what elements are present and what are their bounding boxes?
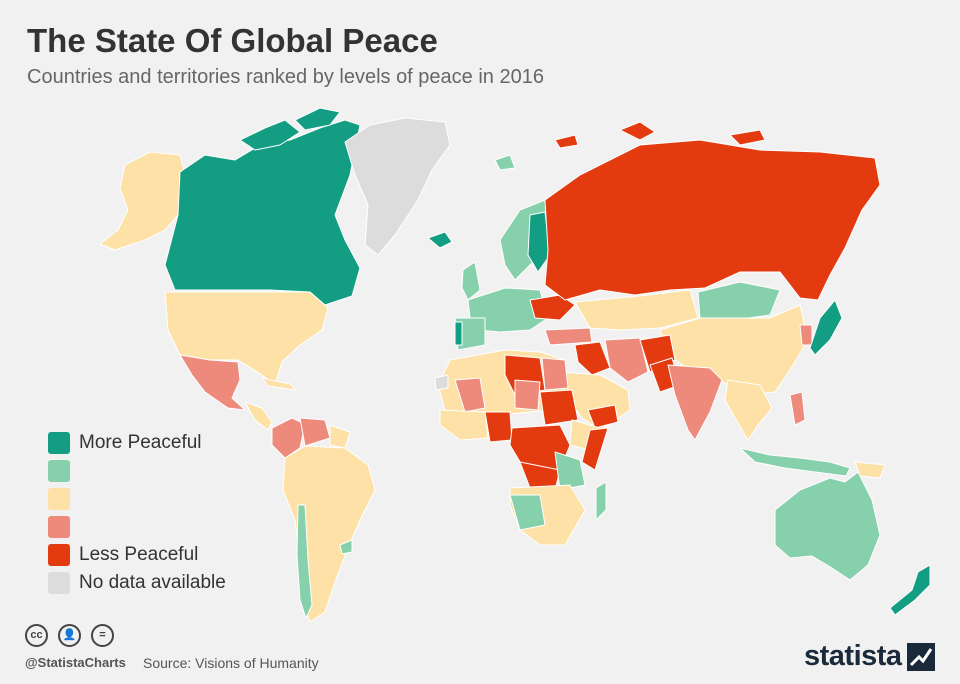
- region-iceland: [427, 231, 453, 249]
- legend-swatch-less: [48, 516, 70, 538]
- region-svalbard: [494, 154, 516, 171]
- region-png: [854, 461, 886, 479]
- region-canada-islands: [239, 107, 341, 151]
- region-uruguay: [339, 539, 353, 555]
- chart-subtitle: Countries and territories ranked by leve…: [27, 66, 544, 88]
- region-japan: [809, 299, 843, 356]
- legend-swatch-medium: [48, 488, 70, 510]
- region-philippines: [789, 391, 806, 426]
- region-ukraine: [529, 294, 576, 321]
- region-russia: [544, 139, 881, 301]
- region-syria-iraq: [574, 341, 611, 376]
- cc-icon[interactable]: cc: [25, 624, 48, 647]
- region-colombia: [271, 417, 306, 459]
- region-western-sahara: [434, 374, 449, 391]
- legend-label-more-peaceful: More Peaceful: [79, 432, 202, 453]
- legend-item-less: [48, 516, 308, 538]
- twitter-credit[interactable]: @StatistaCharts: [25, 655, 126, 670]
- region-greenland: [344, 117, 451, 256]
- legend-label-less-peaceful: Less Peaceful: [79, 544, 199, 565]
- legend-item-less-peaceful: Less Peaceful: [48, 544, 308, 566]
- region-yemen: [587, 404, 619, 429]
- region-namibia-botswana: [509, 494, 546, 531]
- legend-swatch-more-peaceful: [48, 432, 70, 454]
- region-mongolia: [697, 281, 781, 321]
- region-turkey: [544, 327, 593, 346]
- attribution-icon[interactable]: 👤: [58, 624, 81, 647]
- region-central-america: [244, 401, 273, 431]
- region-alaska: [99, 151, 186, 251]
- region-finland: [527, 211, 551, 273]
- region-indonesia: [739, 447, 851, 477]
- region-madagascar: [595, 481, 607, 521]
- region-west-africa: [439, 409, 489, 441]
- region-mexico: [179, 354, 246, 411]
- statista-logo[interactable]: statista: [804, 640, 902, 672]
- legend-label-no-data: No data available: [79, 572, 226, 593]
- region-guianas: [329, 424, 351, 449]
- legend-swatch-peaceful: [48, 460, 70, 482]
- region-kazakhstan: [574, 289, 699, 331]
- legend-swatch-less-peaceful: [48, 544, 70, 566]
- region-egypt: [541, 357, 569, 391]
- region-arctic-islands: [554, 121, 766, 149]
- region-sudan: [539, 389, 579, 426]
- statista-logo-icon: [907, 643, 935, 671]
- region-nigeria: [484, 411, 513, 443]
- region-australia: [774, 471, 881, 581]
- chart-title: The State Of Global Peace: [27, 22, 438, 59]
- region-somalia: [581, 427, 609, 471]
- region-portugal: [454, 321, 463, 346]
- region-east-africa: [554, 451, 586, 491]
- region-caribbean: [261, 377, 297, 391]
- region-korea: [799, 324, 813, 346]
- no-derivatives-icon[interactable]: =: [91, 624, 114, 647]
- region-mali: [454, 377, 486, 413]
- region-iran: [604, 337, 649, 383]
- legend-item-peaceful: [48, 460, 308, 482]
- legend-item-no-data: No data available: [48, 572, 308, 594]
- region-india: [667, 364, 723, 441]
- region-niger: [514, 379, 541, 411]
- legend-item-more-peaceful: More Peaceful: [48, 432, 308, 454]
- region-se-asia: [724, 379, 773, 441]
- legend-item-medium: [48, 488, 308, 510]
- legend-swatch-no-data: [48, 572, 70, 594]
- source-note: Source: Visions of Humanity: [143, 655, 319, 671]
- region-new-zealand: [889, 564, 931, 616]
- region-chile: [296, 504, 313, 619]
- region-uk: [461, 261, 481, 301]
